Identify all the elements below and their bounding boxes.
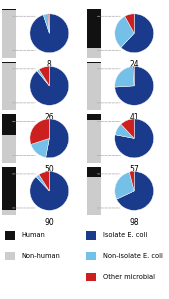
Wedge shape (115, 66, 154, 105)
Text: 50: 50 (44, 165, 54, 174)
Wedge shape (115, 124, 134, 138)
Bar (2, 9, 16, 10)
Wedge shape (117, 172, 154, 210)
Wedge shape (37, 69, 49, 86)
Bar (2, 210, 16, 215)
Wedge shape (43, 14, 49, 33)
Wedge shape (133, 66, 134, 86)
Text: 90: 90 (44, 218, 54, 227)
Bar (87, 9, 101, 48)
Bar (2, 62, 16, 63)
Wedge shape (30, 14, 69, 53)
Text: 57: 57 (129, 165, 139, 174)
Wedge shape (115, 172, 134, 199)
Text: 24: 24 (129, 60, 139, 69)
Wedge shape (30, 66, 69, 105)
Wedge shape (48, 14, 49, 33)
Wedge shape (115, 119, 154, 158)
Wedge shape (30, 119, 49, 144)
Text: 41: 41 (129, 113, 139, 122)
Bar (87, 120, 101, 163)
Bar (2, 114, 16, 135)
Wedge shape (121, 14, 154, 53)
Wedge shape (39, 172, 49, 191)
Wedge shape (30, 172, 69, 210)
Bar (86, 231, 96, 239)
Text: Other microbial: Other microbial (103, 274, 155, 280)
Bar (2, 135, 16, 163)
Bar (5, 252, 15, 260)
Text: 98: 98 (129, 218, 139, 227)
Text: Non-human: Non-human (22, 253, 61, 259)
Bar (86, 273, 96, 281)
Bar (86, 252, 96, 260)
Wedge shape (115, 16, 134, 48)
Text: Isolate E. coli: Isolate E. coli (103, 233, 147, 239)
Wedge shape (46, 119, 69, 158)
Text: 8: 8 (47, 60, 52, 69)
Text: Human: Human (22, 233, 45, 239)
Wedge shape (121, 119, 134, 138)
Wedge shape (125, 14, 134, 33)
Bar (87, 62, 101, 63)
Wedge shape (129, 172, 134, 191)
Wedge shape (31, 138, 49, 158)
Wedge shape (36, 175, 49, 191)
Text: Non-isolate E. coli: Non-isolate E. coli (103, 253, 163, 259)
Bar (87, 167, 101, 177)
Bar (87, 177, 101, 215)
Bar (87, 48, 101, 58)
Wedge shape (115, 66, 134, 87)
Wedge shape (39, 66, 49, 86)
Bar (87, 114, 101, 120)
Text: 26: 26 (45, 113, 54, 122)
Bar (5, 231, 15, 239)
